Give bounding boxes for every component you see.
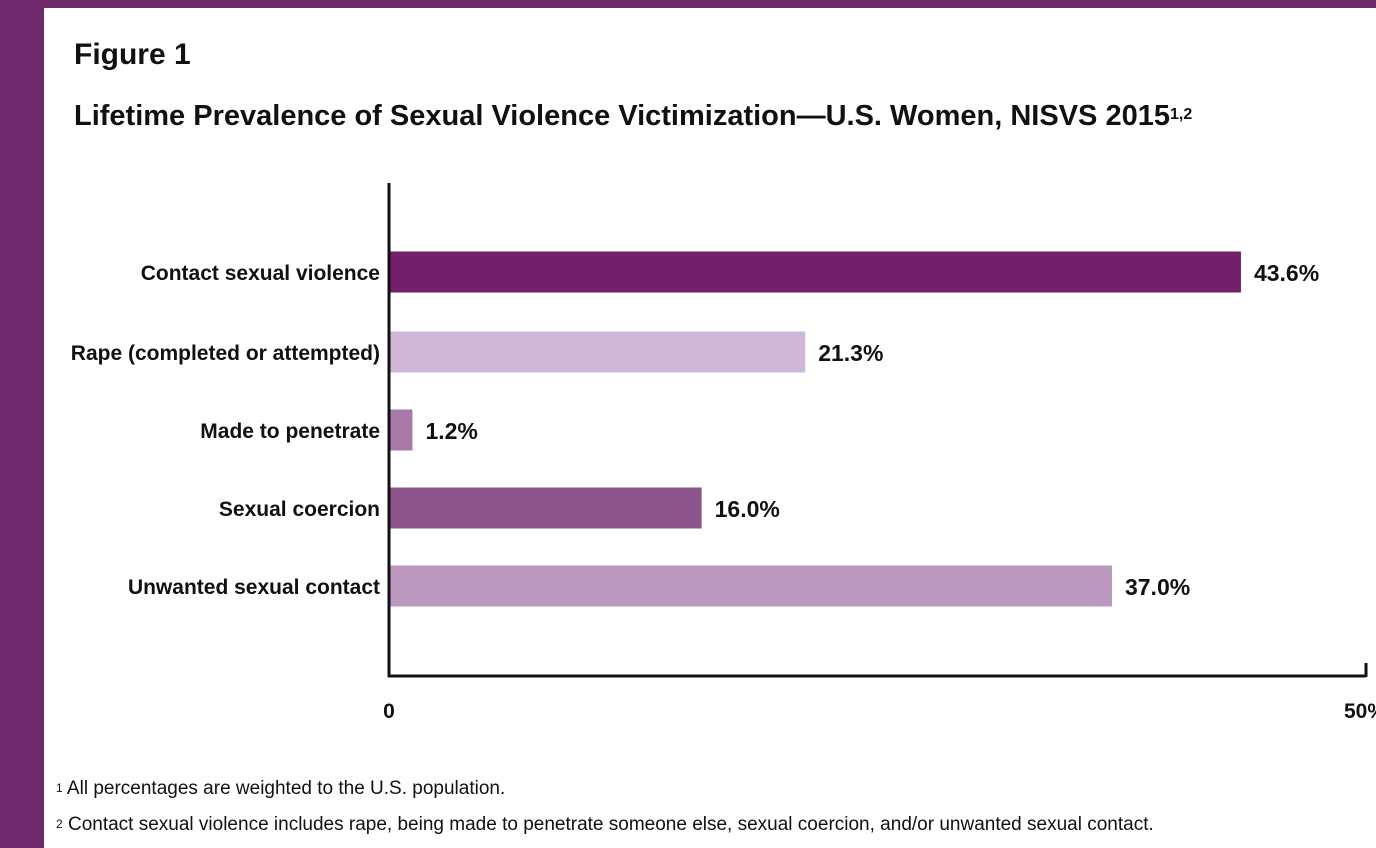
footnote-2: 2 Contact sexual violence includes rape,… xyxy=(56,813,1154,837)
bar-2 xyxy=(389,331,806,373)
value-label-1: 43.6% xyxy=(1254,260,1319,286)
footnote-1-marker: 1 xyxy=(56,781,63,795)
x-tick-label-0: 0 xyxy=(383,700,395,723)
bar-4 xyxy=(389,487,702,529)
footnote-2-text: Contact sexual violence includes rape, b… xyxy=(67,814,1154,835)
category-label-2: Rape (completed or attempted) xyxy=(71,342,380,365)
frame-left-border xyxy=(0,0,44,848)
footnote-1: 1 All percentages are weighted to the U.… xyxy=(56,777,505,801)
figure-title-text: Lifetime Prevalence of Sexual Violence V… xyxy=(74,100,1170,132)
category-label-5: Unwanted sexual contact xyxy=(128,576,380,599)
value-label-5: 37.0% xyxy=(1125,574,1190,600)
value-label-2: 21.3% xyxy=(818,340,883,366)
footnote-2-marker: 2 xyxy=(56,817,63,831)
bar-5 xyxy=(389,565,1112,607)
frame-top-border xyxy=(0,0,1376,8)
value-label-3: 1.2% xyxy=(425,418,477,444)
figure-label: Figure 1 xyxy=(74,38,191,71)
x-tick-label-50: 50% xyxy=(1344,700,1376,723)
figure-title: Lifetime Prevalence of Sexual Violence V… xyxy=(74,96,1192,136)
category-label-3: Made to penetrate xyxy=(200,420,380,443)
value-label-4: 16.0% xyxy=(715,496,780,522)
category-label-1: Contact sexual violence xyxy=(141,262,380,285)
bar-3 xyxy=(389,409,413,451)
footnote-1-text: All percentages are weighted to the U.S.… xyxy=(66,778,506,799)
category-label-4: Sexual coercion xyxy=(219,498,380,521)
bar-1 xyxy=(389,251,1241,293)
figure-title-superscript: 1,2 xyxy=(1169,106,1193,123)
